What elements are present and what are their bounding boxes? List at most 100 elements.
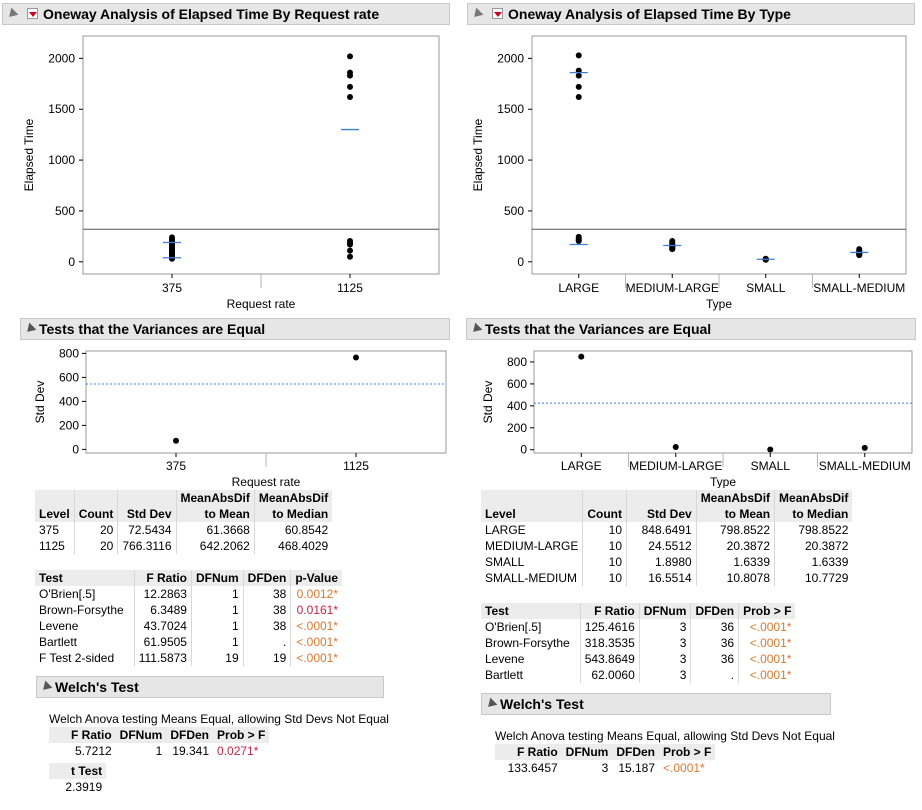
table-cell: 20	[74, 522, 119, 538]
table-cell: 60.8542	[284, 523, 329, 537]
right-variance-plot[interactable]: 800 600 400 200 0 LARGE MEDIUM-LARGE SMALL SMALL…	[466, 343, 918, 488]
left-variance-header[interactable]: Tests that the Variances are Equal	[20, 318, 450, 340]
disclosure-triangle-icon[interactable]	[470, 7, 484, 21]
col-header: p-Value	[290, 570, 343, 586]
x-axis-label: Type	[710, 475, 736, 488]
table-cell: <.0001*	[749, 668, 792, 682]
right-variance-header[interactable]: Tests that the Variances are Equal	[466, 318, 916, 340]
table-cell: <.0001*	[749, 652, 792, 666]
col-header: Test	[35, 570, 135, 586]
left-ttest-table: t Test 2.3919	[49, 763, 107, 795]
right-welch-note: Welch Anova testing Means Equal, allowin…	[495, 729, 835, 743]
table-cell: 24.5512	[626, 538, 697, 554]
right-welch-header[interactable]: Welch's Test	[481, 693, 831, 715]
data-point	[347, 253, 353, 260]
table-row: MEDIUM-LARGE 10 24.5512 20.3872 20.3872	[481, 538, 852, 554]
y-tick-label: 500	[504, 204, 524, 218]
table-cell: 10	[582, 554, 627, 570]
table-row: SMALL 10 1.8980 1.6339 1.6339	[481, 554, 852, 570]
table-cell: .	[243, 634, 292, 650]
table-row: Brown-Forsythe 6.3489 1 38 0.0161*	[35, 602, 342, 618]
table-cell: 38	[243, 602, 292, 618]
table-cell: 43.7024	[134, 618, 192, 634]
data-point	[575, 83, 582, 90]
right-oneway-header[interactable]: Oneway Analysis of Elapsed Time By Type	[467, 3, 915, 25]
table-cell: 1	[191, 586, 244, 602]
data-point	[347, 94, 353, 101]
table-cell: 5.7212	[74, 744, 112, 758]
table-cell: 62.0060	[580, 667, 640, 683]
right-oneway-plot[interactable]: 2000 1500 1000 500 0 LARGE MEDIUM-LARGE SMALL SM…	[462, 26, 922, 314]
red-triangle-menu-icon[interactable]	[492, 8, 503, 19]
col-header: to Mean	[696, 506, 776, 522]
table-cell: 798.8522	[798, 523, 849, 537]
table-cell: 36	[690, 619, 740, 635]
table-cell: 468.4029	[278, 539, 329, 553]
table-cell: 3	[639, 635, 692, 651]
table-cell: 19	[243, 650, 292, 666]
table-cell: 3	[639, 667, 692, 683]
left-oneway-plot[interactable]: 2000 1500 1000 500 0 375 1125 Request rate Elaps…	[0, 26, 460, 314]
data-point	[347, 247, 353, 254]
table-cell: 1.6339	[696, 554, 776, 570]
table-row: Bartlett 62.0060 3. <.0001*	[481, 667, 795, 683]
right-levels-table: Level Count Std Dev MeanAbsDif MeanAbsDi…	[481, 490, 853, 586]
left-welch-header[interactable]: Welch's Test	[36, 676, 384, 698]
table-cell: <.0001*	[296, 619, 339, 633]
disclosure-triangle-icon[interactable]	[484, 697, 498, 711]
table-cell: 0.0161*	[296, 603, 339, 617]
col-header: to Median	[774, 506, 853, 522]
data-point	[347, 83, 353, 90]
std-dev-point	[578, 353, 585, 360]
data-point	[347, 72, 353, 79]
col-header: DFNum	[639, 603, 692, 619]
col-header: DFNum	[115, 727, 167, 743]
data-point	[347, 53, 353, 60]
col-header: F Ratio	[134, 570, 192, 586]
disclosure-triangle-icon[interactable]	[5, 7, 19, 21]
y-tick-label: 2000	[48, 51, 75, 65]
std-dev-point	[672, 444, 679, 451]
table-row: 133.6457 3 15.187 <.0001*	[495, 760, 715, 776]
disclosure-triangle-icon[interactable]	[23, 322, 37, 336]
table-cell: 3	[601, 761, 609, 775]
table-cell: 72.5434	[117, 522, 177, 538]
col-header: MeanAbsDif	[696, 490, 776, 506]
x-tick-label: MEDIUM-LARGE	[626, 281, 719, 295]
table-cell: 133.6457	[507, 761, 558, 775]
y-axis-label: Std Dev	[33, 381, 47, 424]
x-axis-label: Request rate	[227, 297, 296, 311]
table-cell: 20.3872	[804, 539, 849, 553]
table-row: SMALL-MEDIUM 10 16.5514 10.8078 10.7729	[481, 570, 852, 586]
y-tick-label: 1500	[497, 102, 524, 116]
table-cell: 1	[191, 618, 244, 634]
table-cell: Levene	[481, 651, 581, 667]
disclosure-triangle-icon[interactable]	[39, 680, 53, 694]
col-header: Std Dev	[117, 490, 177, 522]
table-row: Bartlett 61.9505 1. <.0001*	[35, 634, 342, 650]
x-tick-label: LARGE	[561, 459, 602, 473]
table-cell: 19.341	[172, 744, 210, 758]
red-triangle-menu-icon[interactable]	[27, 8, 38, 19]
y-tick-label: 1000	[497, 153, 524, 167]
table-cell: 10.7729	[804, 571, 849, 585]
left-welch-note: Welch Anova testing Means Equal, allowin…	[49, 712, 389, 726]
y-tick-label: 0	[517, 255, 524, 269]
disclosure-triangle-icon[interactable]	[469, 322, 483, 336]
x-tick-label: SMALL-MEDIUM	[813, 281, 905, 295]
y-tick-label: 400	[59, 394, 79, 408]
table-cell: 1	[155, 744, 163, 758]
col-header: F Ratio	[495, 744, 562, 760]
y-tick-label: 200	[59, 418, 79, 432]
col-header: to Median	[254, 506, 333, 522]
table-cell: MEDIUM-LARGE	[481, 538, 584, 554]
left-variance-plot[interactable]: 800 600 400 200 0 375 1125 Request rate Std Dev	[20, 343, 452, 488]
y-tick-label: 2000	[497, 51, 524, 65]
t-test-header: t Test	[49, 763, 107, 779]
table-cell: 6.3489	[134, 602, 192, 618]
y-tick-label: 1000	[48, 153, 75, 167]
col-header: DFDen	[166, 727, 214, 743]
table-cell: 1125	[35, 538, 75, 554]
left-oneway-header[interactable]: Oneway Analysis of Elapsed Time By Reque…	[2, 3, 450, 25]
x-tick-label: 1125	[337, 281, 363, 295]
